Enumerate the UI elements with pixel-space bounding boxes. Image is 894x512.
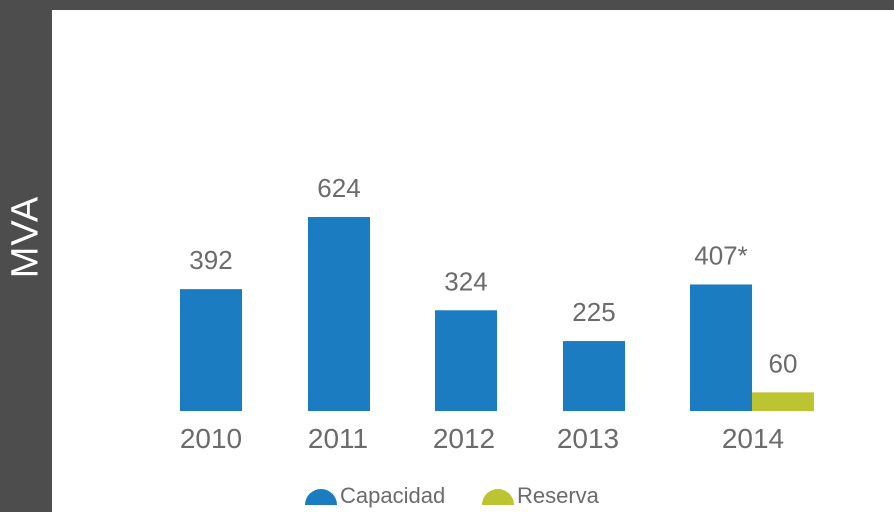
x-tick-label-2014: 2014 bbox=[722, 423, 784, 454]
data-label-capacidad-2013: 225 bbox=[572, 297, 615, 327]
bar-capacidad-2010 bbox=[180, 289, 242, 411]
x-tick-label-2013: 2013 bbox=[557, 423, 619, 454]
top-frame-bar bbox=[0, 0, 894, 10]
x-tick-label-2010: 2010 bbox=[180, 423, 242, 454]
x-tick-label-2011: 2011 bbox=[308, 423, 368, 454]
bar-capacidad-2012 bbox=[435, 310, 497, 411]
data-label-capacidad-2010: 392 bbox=[189, 245, 232, 275]
legend-label-capacidad: Capacidad bbox=[340, 483, 445, 508]
bar-capacidad-2014 bbox=[690, 284, 752, 411]
axis-label-panel bbox=[0, 10, 52, 512]
data-label-reserva-2014: 60 bbox=[769, 348, 798, 378]
x-tick-label-2012: 2012 bbox=[433, 423, 495, 454]
bar-capacidad-2011 bbox=[308, 217, 370, 411]
data-label-capacidad-2012: 324 bbox=[444, 266, 487, 296]
data-label-capacidad-2011: 624 bbox=[317, 173, 360, 203]
bar-reserva-2014 bbox=[752, 392, 814, 411]
data-label-capacidad-2014: 407* bbox=[694, 240, 748, 270]
legend-marker-capacidad bbox=[305, 489, 337, 505]
bar-capacidad-2013 bbox=[563, 341, 625, 411]
legend-marker-reserva bbox=[482, 489, 514, 505]
legend-label-reserva: Reserva bbox=[517, 483, 600, 508]
